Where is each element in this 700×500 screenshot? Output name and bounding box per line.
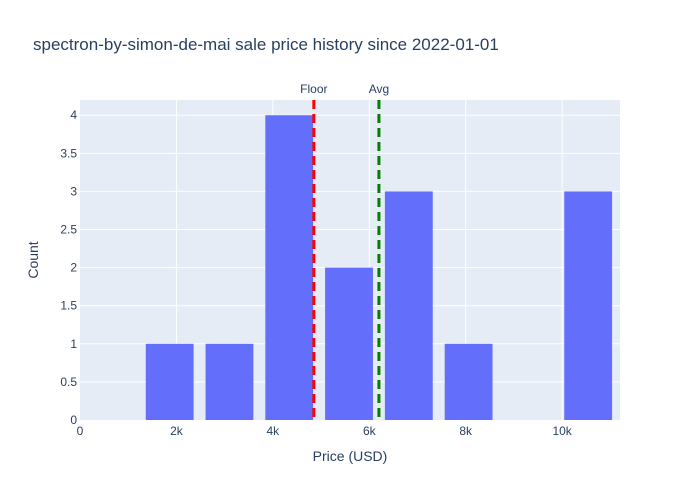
x-tick-label: 10k [552, 424, 572, 438]
histogram-bar [564, 191, 613, 420]
histogram-bar [145, 343, 194, 420]
histogram-bar [325, 267, 373, 420]
y-tick-label: 3.5 [60, 146, 77, 160]
x-tick-label: 2k [170, 424, 184, 438]
bars [145, 115, 613, 420]
y-tick-label: 1.5 [60, 299, 77, 313]
chart-title: spectron-by-simon-de-mai sale price hist… [33, 35, 499, 54]
x-axis-title: Price (USD) [313, 448, 388, 464]
y-tick-label: 0 [70, 413, 77, 427]
histogram-bar [384, 191, 433, 420]
y-tick-label: 1 [70, 337, 77, 351]
reference-line-label: Floor [300, 82, 327, 96]
reference-line-label: Avg [369, 82, 389, 96]
y-tick-label: 2.5 [60, 223, 77, 237]
histogram-bar [444, 343, 493, 420]
histogram-bar [205, 343, 254, 420]
y-axis-title: Count [25, 241, 41, 278]
x-tick-label: 4k [267, 424, 281, 438]
y-tick-label: 2 [70, 261, 77, 275]
y-axis-ticks: 0 0.5 1 1.5 2 2.5 3 3.5 4 [60, 108, 77, 427]
histogram-bar [265, 115, 314, 420]
reference-lines: Floor Avg [300, 82, 389, 420]
y-tick-label: 0.5 [60, 375, 77, 389]
x-tick-label: 6k [363, 424, 377, 438]
x-axis-ticks: 0 2k 4k 6k 8k 10k [77, 424, 573, 438]
x-tick-label: 8k [459, 424, 473, 438]
x-tick-label: 0 [77, 424, 84, 438]
y-tick-label: 3 [70, 184, 77, 198]
y-tick-label: 4 [70, 108, 77, 122]
